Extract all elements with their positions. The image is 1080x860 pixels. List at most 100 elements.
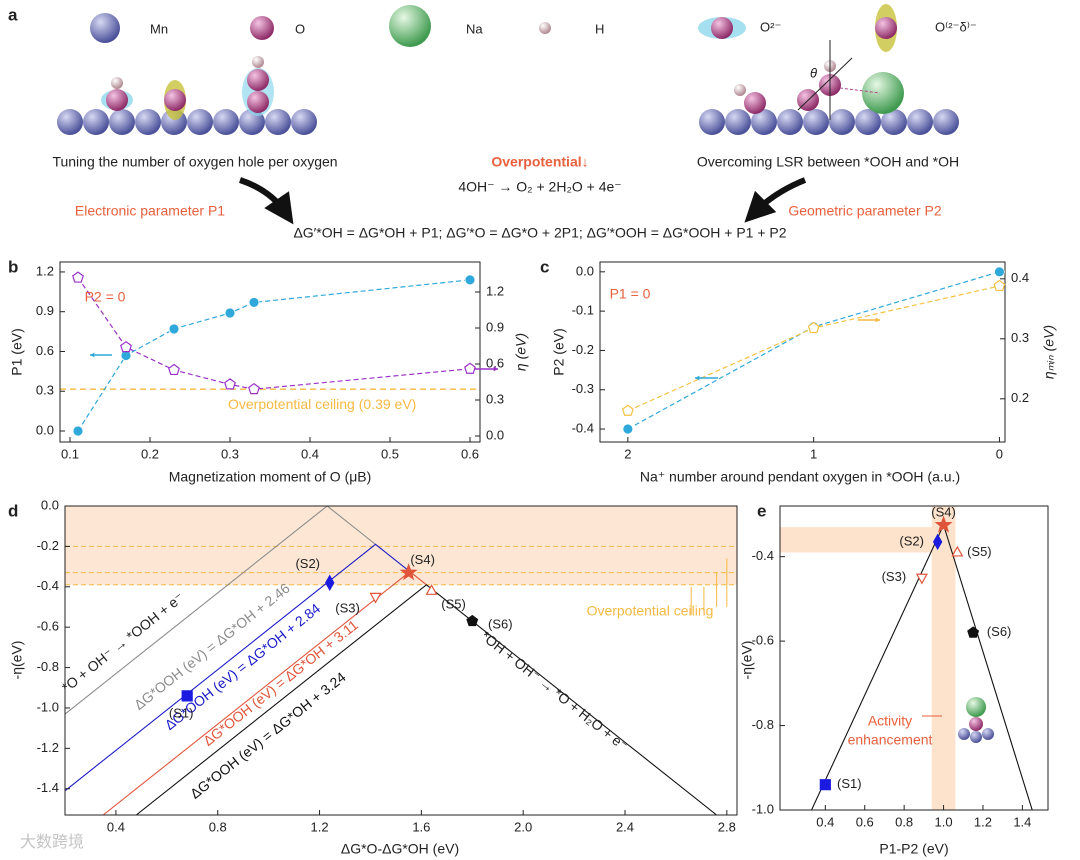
y-tick-label: -0.3 [572,381,594,396]
highlight-band [931,506,956,810]
data-point [464,274,476,286]
y2-tick-label: 0.2 [1011,390,1029,405]
h-icon [539,22,551,34]
mn-atom [907,109,933,135]
panel-label: b [8,257,18,276]
y-tick-label: -0.4 [572,420,594,435]
data-point [168,363,180,376]
series-line [77,279,471,432]
data-point [993,279,1006,292]
y-axis-label: P1 (eV) [9,328,25,375]
o-atom [247,91,269,113]
plot-area [780,506,1033,810]
scaling-line [65,506,376,715]
y-tick-label: 0.9 [36,303,54,318]
annotation: P2 = 0 [85,289,126,305]
y-tick-label: 0.6 [36,343,54,358]
data-point [994,266,1005,278]
o-atom [247,69,269,91]
y2-tick-label: 0.4 [1011,270,1029,285]
mn-atom [829,109,855,135]
chart-panel: Overpotential ceiling (0.39 eV) 0.1 0.2 0.3… [9,261,529,485]
caption: Tuning the number of oxygen hole per oxy… [52,154,337,170]
y2-axis-label: ηₘᵢₙ (eV) [1041,325,1057,379]
y-axis-label: -η(eV) [9,641,25,680]
data-point [622,423,634,435]
data-point [181,690,193,702]
x-tick-label: 0.4 [301,446,319,461]
o-delta-icon [875,17,897,39]
reaction-label: *OH + OH⁻ → *O + H₂O + e⁻ [478,628,631,754]
axis-arrow-head [875,317,880,323]
x-tick-label: 0 [996,446,1003,461]
data-point [120,340,132,353]
y-tick-label: 1.2 [36,263,54,278]
y-tick-label: 0.0 [41,497,59,512]
x-axis-label: Magnetization moment of O (μB) [169,469,372,485]
panel-label: c [540,257,549,276]
axis-arrow-head [695,375,700,381]
y-tick-label: -0.8 [37,659,59,674]
y-tick-label: 0.0 [576,263,594,278]
series-line [627,285,1000,412]
data-point [464,362,476,374]
x-tick-label: 1.4 [1013,814,1031,829]
watermark: 大数跨境 [20,832,84,851]
x-tick-label: 1.2 [311,819,329,834]
interaction-line [839,87,881,94]
data-point [224,378,236,390]
x-tick-label: 0.4 [107,819,125,834]
axis-frame [779,505,1049,811]
point-label: (S6) [987,624,1012,639]
equation: ΔG′*OH = ΔG*OH + P1; ΔG′*O = ΔG*O + 2P1;… [293,225,786,241]
chart-panel: 2 1 0 -0.4 -0.3 -0.2 -0.1 0.0 0.2 0.3 0.4 Na⁺ numbe… [551,261,1057,485]
icon-mn [982,728,994,740]
axis-frame [599,261,1006,443]
h-atom [252,56,264,68]
mn-atom [803,109,829,135]
mn-atom [135,109,161,135]
mn-row [57,109,317,135]
x-tick-label: 0.2 [141,446,159,461]
mn-atom [699,109,725,135]
y2-tick-label: 0.9 [486,319,504,334]
y2-tick-label: 0.0 [486,427,504,442]
point-label: (S1) [169,705,194,720]
axis-arrow-head [493,366,498,372]
mn-atom [725,109,751,135]
x-tick-label: 2.0 [514,819,532,834]
y-tick-label: -0.8 [752,717,774,732]
na-atom [862,72,904,114]
o-atom [744,92,766,114]
title: Overpotential↓ [491,154,588,170]
data-point [466,614,479,627]
o-icon [250,16,274,40]
scaling-line [811,523,1033,810]
x-tick-label: 0.6 [461,446,479,461]
axis-frame [59,261,481,443]
ceiling-band [65,506,737,585]
point-label: (S1) [837,776,862,791]
arrow [239,177,294,225]
icon-o [969,717,983,731]
data-point [967,626,980,638]
legend-label: H [595,21,604,36]
schematic: Mn O Na H O²⁻ O⁽²⁻δ⁾⁻ θ Tuning the numbe… [52,4,977,241]
data-point [72,425,84,437]
x-tick-label: 1 [810,446,817,461]
y-tick-label: -1.2 [37,740,59,755]
legend-label: O²⁻ [760,19,781,34]
y-tick-label: -0.1 [572,303,594,318]
panel-label: a [8,5,18,24]
x-tick-label: 0.4 [816,814,834,829]
data-point [72,271,84,283]
highlight-band [780,527,956,553]
parameter: Geometric parameter P2 [788,203,941,219]
mn-icon [90,13,120,43]
legend-label: Mn [150,21,168,36]
y-tick-label: 0.3 [36,383,54,398]
data-point [819,779,831,791]
y2-tick-label: 1.2 [486,283,504,298]
arrow [744,177,807,223]
scaling-line [65,543,411,792]
